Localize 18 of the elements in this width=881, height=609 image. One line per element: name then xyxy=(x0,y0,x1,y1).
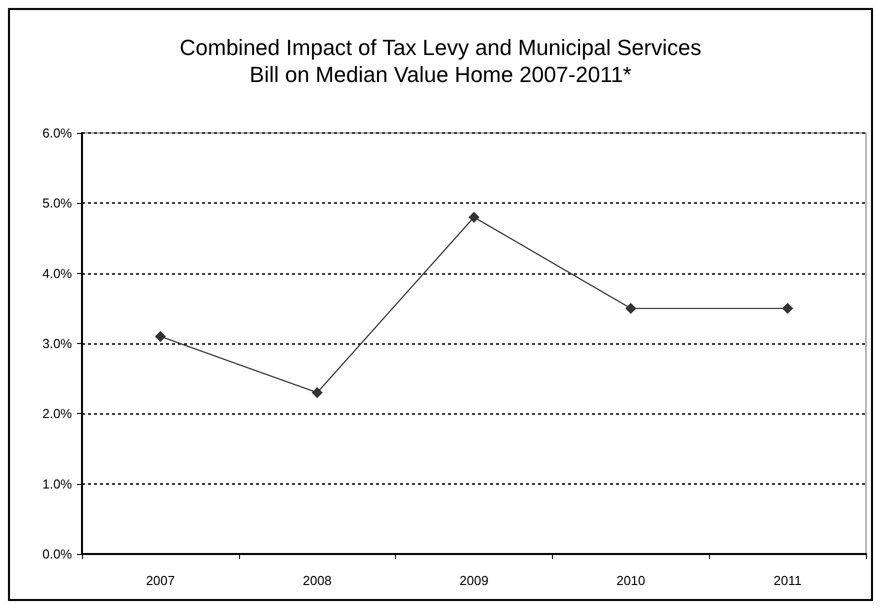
x-tick-label: 2010 xyxy=(616,573,646,588)
point xyxy=(312,387,323,398)
x-tick-label: 2008 xyxy=(302,573,332,588)
y-tick-label: 2.0% xyxy=(42,406,72,422)
x-tick-label: 2007 xyxy=(146,573,175,588)
y-tick-label: 0.0% xyxy=(42,546,72,562)
chart-title: Combined Impact of Tax Levy and Municipal Services Bill on Median Value Home 2007-2011* xyxy=(180,35,702,87)
point xyxy=(154,330,166,342)
x-tick-label: 2011 xyxy=(774,573,802,588)
y-tick-label: 6.0% xyxy=(42,126,72,140)
y-tick-label: 4.0% xyxy=(42,266,72,281)
point xyxy=(625,302,636,314)
y-tick-label: 1.0% xyxy=(42,476,72,492)
point xyxy=(782,302,794,314)
y-tick-label: 3.0% xyxy=(42,336,72,351)
point xyxy=(468,212,480,223)
y-tick-label: 5.0% xyxy=(42,196,72,211)
x-tick-label: 2009 xyxy=(460,573,488,588)
